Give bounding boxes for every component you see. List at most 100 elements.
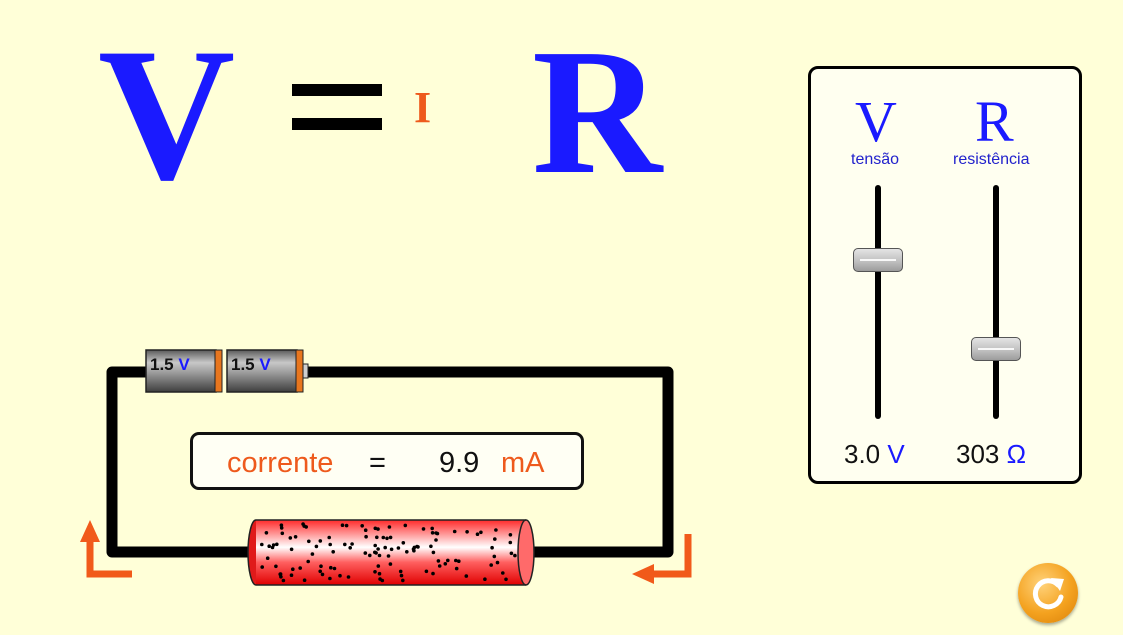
- resistance-slider-thumb[interactable]: [971, 336, 1021, 361]
- electron-dot: [383, 545, 388, 550]
- equation-resistance-letter: R: [532, 12, 662, 211]
- resistance-letter: R: [975, 89, 1014, 154]
- voltage-readout: 3.0 V: [844, 439, 905, 470]
- electron-dot: [318, 569, 323, 574]
- current-label: corrente: [227, 447, 334, 479]
- electron-dot: [415, 544, 419, 549]
- current-direction-arrow-icon: [80, 520, 100, 542]
- current-direction-arrow-icon: [632, 564, 654, 584]
- electron-dot: [464, 574, 469, 578]
- electron-dot: [289, 573, 294, 577]
- electron-dot: [434, 538, 438, 542]
- electron-dot: [301, 522, 305, 526]
- electron-dot: [307, 539, 311, 544]
- electron-dot: [475, 532, 480, 536]
- electron-dot: [492, 554, 497, 559]
- electron-dot: [275, 542, 279, 547]
- electron-dot: [332, 566, 337, 571]
- electron-dot: [495, 560, 500, 565]
- electron-dot: [446, 558, 450, 563]
- electron-dot: [280, 531, 285, 536]
- electron-dot: [430, 526, 435, 531]
- electron-dot: [381, 535, 386, 540]
- electron-dot: [281, 578, 286, 583]
- equation-voltage-letter: V: [98, 10, 236, 220]
- electron-dot: [490, 545, 494, 550]
- resistance-caption: resistência: [953, 151, 1030, 168]
- electron-dot: [389, 547, 394, 552]
- electron-dot: [363, 528, 368, 532]
- electron-dot: [377, 571, 382, 576]
- resistance-readout: 303 Ω: [956, 439, 1026, 470]
- electron-dot: [267, 544, 272, 548]
- electron-dot: [405, 550, 409, 554]
- battery-1: [145, 349, 223, 393]
- electron-dot: [436, 559, 441, 563]
- electron-dot: [260, 565, 265, 569]
- resistor: [247, 519, 535, 586]
- electron-dot: [293, 535, 298, 539]
- electron-dot: [360, 524, 365, 528]
- electron-dot: [424, 569, 429, 574]
- current-readout: corrente = 9.9 mA: [190, 432, 584, 490]
- resistor-body: [256, 520, 526, 585]
- resistance-slider-track[interactable]: [993, 185, 999, 419]
- electron-dot: [328, 542, 333, 547]
- electron-dot: [403, 523, 408, 528]
- voltage-caption: tensão: [851, 151, 900, 168]
- electron-dot: [264, 531, 269, 535]
- electron-dot: [380, 578, 385, 583]
- voltage-unit: V: [887, 439, 905, 469]
- battery-2-unit: V: [259, 355, 271, 374]
- electron-dot: [271, 543, 276, 547]
- electron-dot: [373, 550, 377, 555]
- electron-dot: [398, 569, 403, 574]
- electron-dot: [331, 550, 336, 554]
- equation-current-letter: I: [414, 83, 432, 132]
- electron-dot: [435, 531, 440, 536]
- equation-equals-sign: [292, 84, 382, 132]
- reset-icon: [1032, 578, 1064, 610]
- electron-dot: [509, 551, 514, 556]
- electron-dot: [457, 559, 461, 563]
- resistance-unit: Ω: [1006, 439, 1027, 469]
- electron-dot: [288, 536, 293, 540]
- electron-dot: [265, 556, 270, 560]
- electron-dot: [289, 547, 294, 552]
- electron-dot: [401, 578, 405, 583]
- circuit-wire: [106, 366, 674, 558]
- current-direction-arrow-icon: [86, 540, 132, 578]
- electron-dot: [376, 547, 380, 551]
- electron-dot: [363, 551, 368, 555]
- resistor-left-cap: [247, 519, 257, 586]
- electron-dot: [302, 578, 307, 582]
- electron-dot: [344, 523, 349, 528]
- battery-2-value: 1.5: [231, 355, 255, 374]
- electron-dot: [375, 535, 379, 540]
- electron-dot: [452, 529, 457, 534]
- reset-button[interactable]: [1018, 563, 1078, 623]
- electron-dot: [328, 576, 332, 581]
- electron-dot: [489, 563, 494, 567]
- electron-dot: [306, 559, 311, 564]
- voltage-slider-thumb[interactable]: [853, 247, 903, 272]
- electron-dot: [279, 526, 284, 530]
- electron-dot: [376, 527, 380, 531]
- electron-dot: [291, 567, 295, 571]
- electron-dot: [412, 548, 416, 553]
- electron-dot: [343, 542, 347, 547]
- electron-dot: [278, 572, 283, 576]
- current-value: 9.9: [439, 447, 480, 479]
- electron-dot: [373, 526, 378, 531]
- voltage-slider-track[interactable]: [875, 185, 881, 419]
- electron-dot: [501, 571, 505, 575]
- electron-dot: [431, 571, 435, 576]
- electron-dot: [274, 564, 278, 569]
- electron-dot: [508, 533, 513, 537]
- resistance-value: 303: [956, 439, 1000, 469]
- battery-2: [226, 349, 309, 393]
- electron-dot: [385, 536, 389, 541]
- electron-dot: [376, 564, 381, 568]
- electron-dot: [437, 564, 442, 568]
